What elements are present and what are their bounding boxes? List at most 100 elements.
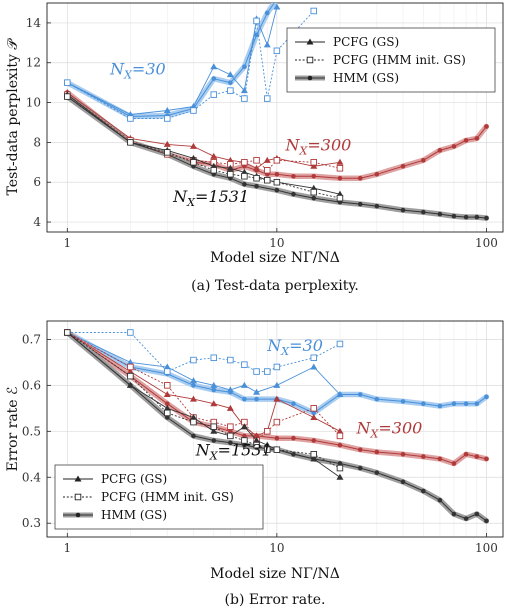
y-tick-label: 0.3 [22,516,41,530]
data-point [253,432,261,439]
data-point [336,464,344,472]
pcfg-line [67,332,341,478]
data-point [451,401,457,407]
data-point [421,209,426,215]
data-point [400,163,406,169]
legend-label: PCFG (GS) [101,472,167,486]
data-point [163,107,171,114]
data-point [400,479,406,485]
data-point [357,447,363,452]
data-point [310,354,318,362]
data-point [263,156,271,163]
data-point [253,368,260,375]
y-tick-label: 12 [26,56,41,70]
data-point [421,401,426,407]
data-point [474,214,480,220]
data-point [336,165,344,172]
data-point [275,0,280,1]
data-point [337,175,343,181]
data-point [291,435,296,441]
legend-label: HMM (GS) [333,71,399,85]
data-point [463,516,469,521]
data-point [291,401,296,407]
data-point [64,93,71,100]
data-point [311,438,317,443]
data-point [273,395,281,402]
data-point [210,63,218,70]
data-point [337,461,343,466]
data-point [228,80,233,85]
data-point [273,418,281,426]
data-point [463,451,469,457]
data-point [400,207,406,213]
pcfg-init-line [67,332,341,373]
data-point [451,213,457,219]
data-point [253,17,260,25]
data-point [311,173,317,179]
pcfg-init-line [67,96,340,199]
series-N1531-pcfg-init [64,329,344,472]
data-point [241,172,248,180]
data-point [189,395,197,402]
data-point [273,363,281,371]
data-point [263,441,271,448]
data-point [274,171,280,177]
data-point [127,115,134,122]
data-point [310,188,318,196]
data-point [374,396,380,402]
y-tick-label: 4 [33,215,41,229]
x-tick-label: 10 [269,541,284,555]
data-point [451,511,457,517]
data-point [310,405,318,412]
y-axis-label: Test-data perplexity 𝒫 [5,38,21,196]
data-point [421,158,426,163]
data-point [474,401,480,407]
data-point [226,71,234,78]
data-point [164,409,171,417]
data-point [336,340,344,348]
data-point [374,470,380,475]
data-point [273,178,281,186]
legend-label: PCFG (GS) [333,35,399,49]
data-point [240,381,248,388]
series-layer [63,328,490,524]
y-axis-label: Error rate ℰ [5,386,21,471]
data-point [264,167,271,174]
data-point [463,401,469,407]
legend-label: PCFG (HMM init. GS) [101,490,234,504]
data-point [310,363,318,370]
data-point [227,432,234,440]
y-tick-label: 0.4 [22,470,41,484]
data-point [211,387,217,393]
data-point [190,356,197,364]
data-point [210,354,218,362]
data-point [210,427,218,434]
series-N1531-hmm [64,93,490,221]
pcfg-line [67,92,340,169]
data-point [253,157,260,164]
data-point [210,152,218,159]
pcfg-init-line [67,94,341,171]
y-tick-label: 0.5 [22,424,41,438]
data-point [357,465,363,471]
data-point [228,440,233,446]
data-point [242,181,247,187]
data-point [357,201,363,207]
data-point [474,454,480,459]
data-point [374,203,380,209]
legend-marker [307,75,313,81]
data-point [127,329,134,336]
data-point [253,441,260,449]
data-point [264,95,271,102]
hmm-line [66,92,487,179]
legend-marker [306,56,314,64]
data-point [463,138,469,143]
data-point [241,437,248,444]
x-tick-label: 100 [475,236,498,250]
hmm-line [67,3,275,118]
data-point [211,438,217,443]
legend-marker [74,475,82,482]
data-point [273,3,281,10]
data-point [242,396,247,402]
data-point [189,414,197,421]
